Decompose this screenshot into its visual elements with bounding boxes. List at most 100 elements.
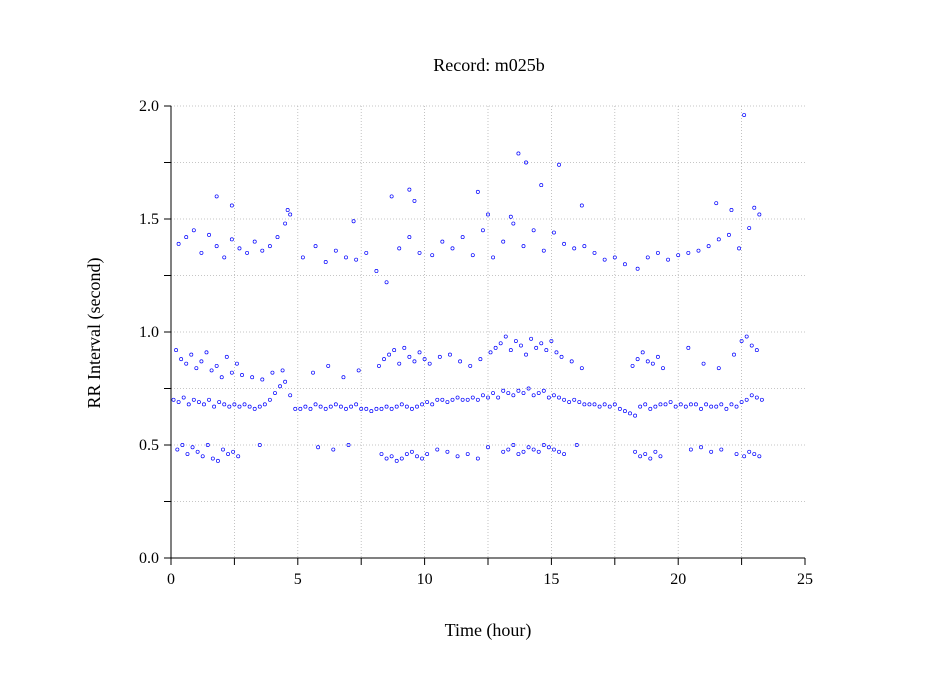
- data-point: [191, 228, 196, 233]
- data-point: [742, 113, 747, 117]
- data-point: [200, 454, 205, 459]
- data-point: [440, 239, 445, 244]
- data-point: [333, 402, 338, 407]
- data-point: [204, 350, 209, 355]
- data-point: [229, 203, 234, 208]
- data-point: [267, 397, 272, 402]
- data-point: [384, 404, 389, 409]
- data-point: [551, 393, 556, 398]
- data-point: [283, 221, 288, 226]
- data-point: [412, 198, 417, 203]
- data-point: [516, 151, 521, 156]
- data-point: [612, 255, 617, 260]
- data-point: [668, 400, 673, 405]
- data-point: [181, 395, 186, 400]
- data-point: [475, 397, 480, 402]
- data-point: [364, 406, 369, 411]
- data-point: [506, 391, 511, 395]
- data-point: [716, 237, 721, 242]
- data-point: [252, 239, 257, 244]
- data-point: [633, 413, 638, 418]
- data-point: [427, 361, 432, 366]
- data-point: [175, 447, 180, 452]
- data-point: [529, 336, 534, 341]
- data-point: [374, 269, 379, 273]
- data-point: [199, 359, 204, 364]
- data-point: [455, 454, 460, 459]
- data-point: [531, 228, 536, 233]
- data-point: [440, 397, 445, 402]
- data-point: [394, 404, 399, 409]
- data-point: [747, 449, 752, 454]
- data-point: [270, 370, 275, 375]
- data-point: [379, 452, 384, 456]
- data-point: [288, 393, 293, 398]
- data-point: [699, 445, 703, 450]
- data-point: [480, 393, 485, 398]
- data-point: [719, 447, 724, 452]
- data-point: [174, 348, 179, 353]
- x-tick-label: 0: [167, 571, 175, 588]
- data-point: [759, 397, 764, 402]
- data-point: [237, 404, 242, 409]
- y-axis-label: RR Interval (second): [84, 258, 105, 409]
- data-point: [389, 194, 394, 199]
- data-point: [298, 406, 303, 411]
- data-point: [186, 402, 191, 407]
- data-point: [653, 449, 658, 454]
- data-point: [534, 345, 539, 350]
- data-point: [628, 411, 632, 416]
- data-point: [392, 348, 397, 353]
- data-point: [577, 400, 582, 405]
- data-point: [752, 452, 757, 456]
- data-point: [747, 226, 752, 230]
- data-point: [460, 235, 465, 240]
- data-point: [551, 230, 556, 235]
- data-point: [749, 393, 754, 398]
- data-point: [706, 244, 711, 249]
- data-point: [539, 183, 544, 188]
- data-point: [508, 214, 513, 219]
- data-point: [541, 443, 546, 447]
- data-point: [579, 366, 584, 371]
- data-point: [229, 237, 234, 242]
- data-point: [701, 361, 706, 366]
- data-point: [217, 400, 222, 405]
- data-point: [749, 343, 754, 348]
- data-point: [511, 393, 516, 398]
- data-point: [415, 454, 419, 459]
- data-point: [331, 447, 336, 452]
- data-point: [189, 352, 194, 357]
- data-point: [498, 341, 503, 346]
- data-point: [683, 404, 688, 409]
- x-tick-label: 5: [294, 571, 302, 588]
- data-point: [526, 445, 531, 450]
- data-point: [394, 458, 399, 463]
- data-point: [587, 402, 592, 407]
- data-point: [757, 454, 762, 459]
- data-point: [709, 404, 714, 409]
- data-point: [655, 250, 660, 255]
- data-point: [511, 443, 516, 447]
- data-point: [742, 454, 747, 459]
- data-point: [326, 363, 331, 368]
- data-point: [486, 212, 490, 217]
- data-point: [389, 454, 394, 459]
- data-point: [592, 402, 597, 407]
- data-point: [724, 406, 729, 411]
- data-point: [210, 456, 215, 461]
- y-tick-label: 2.0: [139, 98, 159, 115]
- data-point: [420, 456, 425, 461]
- data-point: [437, 354, 442, 359]
- data-point: [354, 257, 359, 262]
- data-point: [214, 244, 219, 249]
- data-point: [179, 357, 184, 362]
- data-point: [506, 447, 511, 452]
- data-point: [648, 456, 653, 461]
- data-point: [704, 402, 709, 407]
- data-point: [389, 406, 394, 411]
- data-point: [458, 359, 463, 364]
- data-point: [323, 259, 328, 264]
- data-point: [643, 402, 648, 407]
